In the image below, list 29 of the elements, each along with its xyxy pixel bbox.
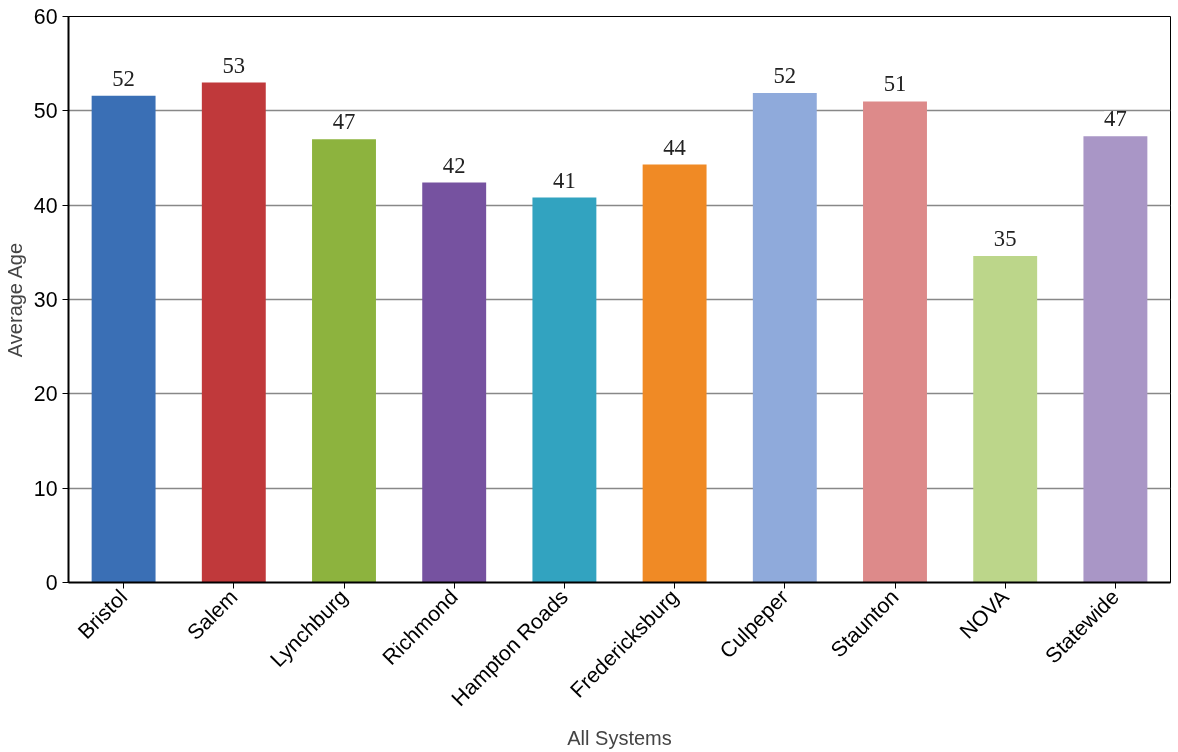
bar [422,182,487,583]
bar [752,92,817,583]
y-tick-label: 60 [33,5,58,29]
data-label: 51 [883,71,907,97]
data-label: 44 [663,134,686,160]
bar [863,101,927,583]
bar [201,82,266,583]
y-tick-label: 10 [33,476,58,501]
y-tick-label: 0 [45,571,58,595]
y-tick-label: 20 [33,382,58,407]
bar [1083,136,1148,583]
bar [91,95,156,583]
data-label: 52 [112,65,135,91]
bar [973,256,1038,583]
bar [312,139,376,583]
data-label: 42 [442,152,466,178]
data-label: 41 [553,167,576,193]
y-tick-label: 50 [33,99,58,124]
data-label: 47 [332,109,356,135]
data-label: 53 [222,52,246,78]
data-label: 52 [773,62,797,88]
bar [532,197,597,583]
data-label: 35 [993,226,1017,252]
data-label: 47 [1104,106,1127,132]
bar [642,164,707,583]
y-tick-label: 30 [33,288,58,312]
x-axis-title: All Systems [567,727,672,750]
y-tick-label: 40 [33,193,58,218]
y-axis-title: Average Age [3,242,26,358]
